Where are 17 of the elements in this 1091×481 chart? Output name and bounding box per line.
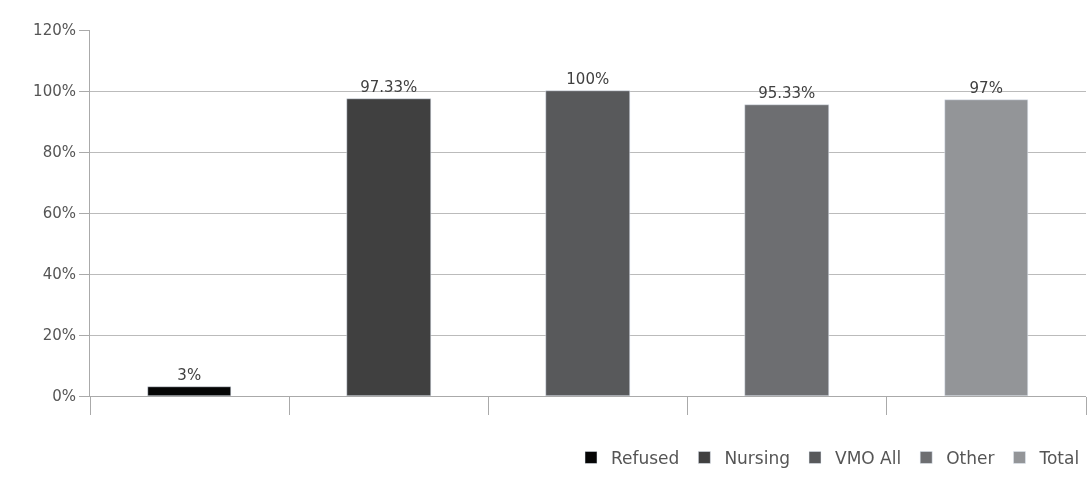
y-tick-label: 80%	[42, 143, 76, 162]
data-label: 97.33%	[360, 77, 418, 96]
y-tick-label: 0%	[52, 387, 76, 406]
y-tick-label: 120%	[33, 21, 76, 40]
legend-label: Total	[1038, 448, 1080, 469]
data-label: 3%	[177, 365, 202, 384]
y-tick-label: 20%	[42, 326, 76, 345]
legend-label: Nursing	[724, 448, 791, 469]
legend-label: VMO All	[835, 448, 902, 469]
data-label: 97%	[969, 78, 1003, 97]
data-label: 100%	[566, 69, 610, 88]
y-tick-label: 40%	[42, 265, 76, 284]
legend-label: Refused	[611, 448, 680, 469]
y-tick-label: 60%	[42, 204, 76, 223]
y-tick-label: 100%	[33, 82, 76, 101]
data-label: 95.33%	[758, 83, 816, 102]
legend-label: Other	[946, 448, 995, 469]
